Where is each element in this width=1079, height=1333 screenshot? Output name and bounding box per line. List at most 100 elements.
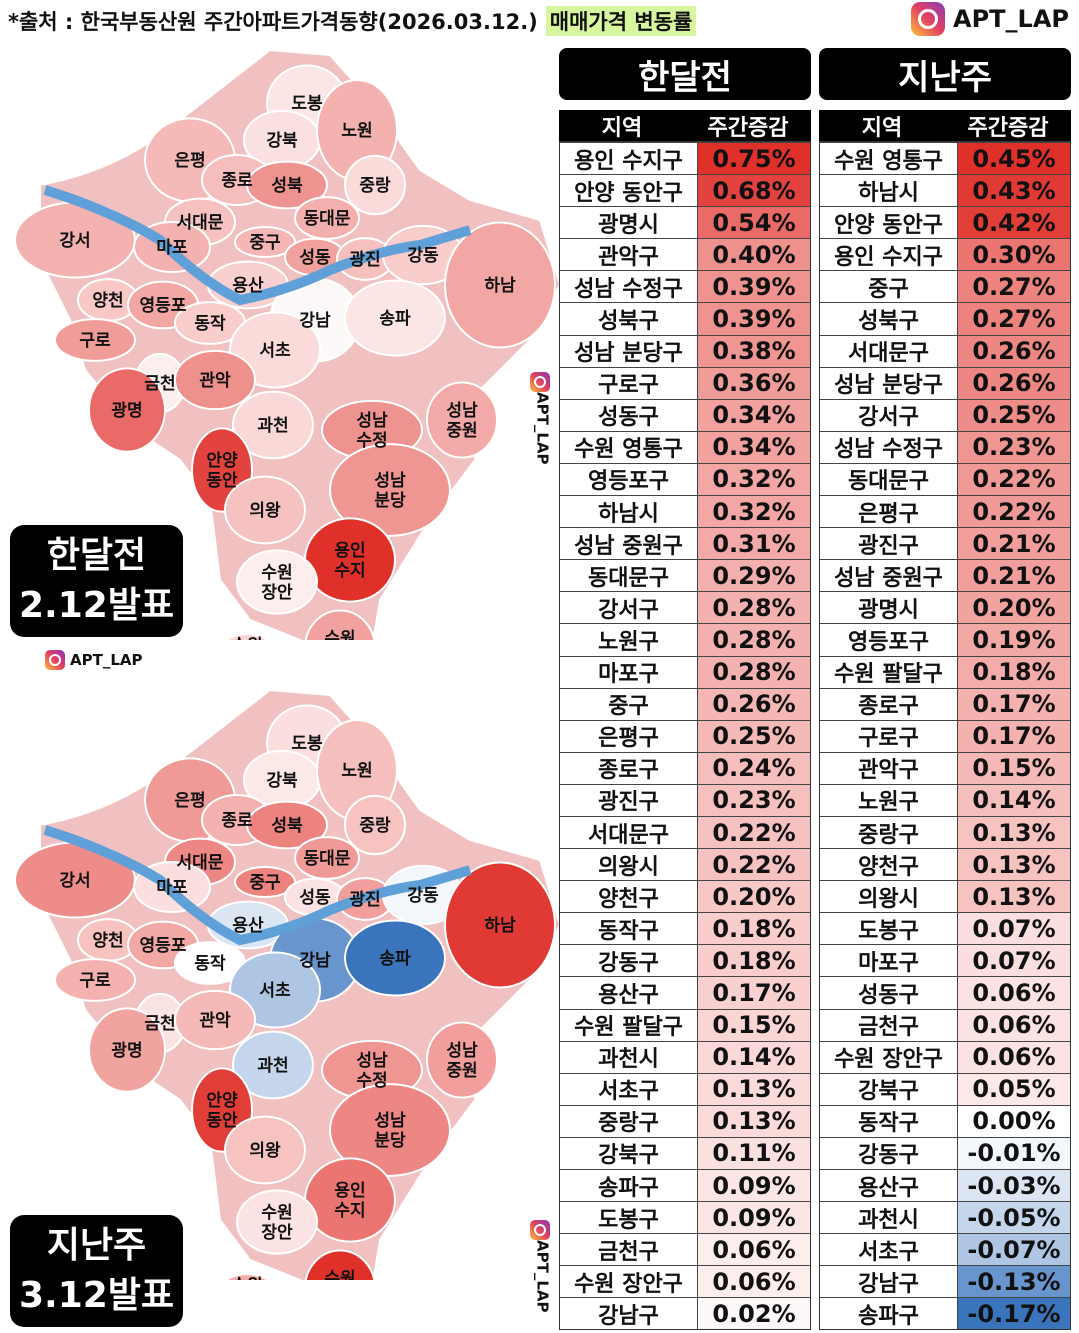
map-region-label: 강동	[407, 886, 439, 906]
table-row: 노원구 0.28%	[560, 623, 810, 656]
map-region-label: 의왕	[249, 501, 281, 521]
region-name: 과천시	[560, 1041, 698, 1073]
map-region-label: 구로	[79, 331, 111, 351]
map-region-label: 강북	[266, 131, 298, 151]
change-value: 0.05%	[958, 1073, 1070, 1105]
change-value: 0.34%	[698, 431, 810, 463]
table-row: 용인 수지구 0.30%	[820, 238, 1070, 271]
map-region	[224, 475, 306, 545]
table-row: 강동구 -0.01%	[820, 1136, 1070, 1169]
map-region-label: 수정	[356, 431, 387, 451]
change-value: 0.39%	[698, 303, 810, 335]
map-region-label: 광명	[111, 1041, 142, 1061]
change-value: 0.19%	[958, 624, 1070, 656]
column-region: 지역	[861, 115, 903, 141]
map-region	[174, 989, 256, 1051]
region-name: 은평구	[820, 496, 958, 528]
region-name: 영등포구	[560, 463, 698, 496]
map-region-label: 은평	[174, 151, 205, 171]
region-name: 노원구	[560, 624, 698, 656]
map-region	[304, 609, 376, 640]
map-region-label: 동작	[194, 314, 226, 334]
table-row: 중구 0.27%	[820, 270, 1070, 303]
instagram-icon	[45, 650, 65, 670]
region-name: 동작구	[560, 913, 698, 945]
region-name: 안양 동안구	[820, 207, 958, 239]
map-region	[224, 1273, 270, 1280]
region-name: 성남 중원구	[820, 560, 958, 592]
change-value: 0.45%	[958, 143, 1070, 175]
region-name: 강서구	[820, 399, 958, 431]
map-region	[246, 800, 328, 850]
map-region-label: 성남	[446, 1041, 478, 1061]
change-value: 0.06%	[698, 1234, 810, 1266]
region-name: 광진구	[560, 784, 698, 816]
table-row: 과천시 0.14%	[560, 1040, 810, 1073]
change-value: 0.21%	[958, 560, 1070, 592]
region-name: 광진구	[820, 528, 958, 560]
region-name: 성남 분당구	[560, 335, 698, 367]
map-region	[426, 1021, 498, 1099]
region-name: 성남 수정구	[560, 271, 698, 303]
map-region	[329, 443, 451, 537]
region-name: 동대문구	[560, 560, 698, 592]
map-region-label: 광진	[349, 890, 380, 910]
table-row: 송파구 -0.17%	[820, 1297, 1070, 1330]
change-value: 0.22%	[958, 463, 1070, 496]
table-row: 성북구 0.27%	[820, 302, 1070, 335]
change-value: 0.29%	[698, 560, 810, 592]
change-value: 0.06%	[698, 1266, 810, 1298]
change-value: -0.07%	[958, 1234, 1070, 1266]
map-region-label: 용인	[334, 1181, 365, 1201]
map-region-label: 용인	[334, 541, 365, 561]
change-value: 0.28%	[698, 656, 810, 688]
table-row: 성동구 0.06%	[820, 976, 1070, 1009]
region-name: 구로구	[560, 367, 698, 399]
change-value: 0.00%	[958, 1105, 1070, 1137]
table-row: 광명시 0.54%	[560, 206, 810, 239]
table-row: 용인 수지구 0.75%	[560, 142, 810, 175]
region-name: 종로구	[820, 688, 958, 720]
table-row: 용산구 -0.03%	[820, 1169, 1070, 1202]
region-name: 강동구	[820, 1137, 958, 1169]
table-title: 지난주	[819, 48, 1071, 100]
watermark-text: APT_LAP	[533, 1240, 552, 1313]
region-name: 송파구	[820, 1298, 958, 1330]
table-row: 수원 팔달구 0.18%	[820, 655, 1070, 688]
change-value: 0.26%	[958, 335, 1070, 367]
change-value: -0.17%	[958, 1298, 1070, 1330]
table-row: 강남구 0.02%	[560, 1297, 810, 1330]
map-region-label: 강남	[299, 951, 331, 971]
change-value: 0.18%	[698, 913, 810, 945]
map-region-label: 중랑	[359, 816, 391, 836]
region-name: 마포구	[560, 656, 698, 688]
change-value: 0.13%	[958, 816, 1070, 849]
map-region-label: 양천	[92, 931, 123, 951]
change-value: 0.20%	[698, 881, 810, 913]
table-row: 동작구 0.00%	[820, 1104, 1070, 1137]
region-name: 강북구	[560, 1137, 698, 1169]
map-region	[224, 1115, 306, 1185]
change-value: 0.24%	[698, 752, 810, 784]
table-row: 구로구 0.36%	[560, 366, 810, 399]
table-row: 수원 장안구 0.06%	[820, 1040, 1070, 1073]
table-row: 수원 영통구 0.45%	[820, 142, 1070, 175]
region-name: 의왕시	[560, 849, 698, 881]
map-region-label: 성남	[446, 401, 478, 421]
table-row: 구로구 0.17%	[820, 719, 1070, 752]
map-region	[174, 349, 256, 411]
table-row: 강서구 0.28%	[560, 591, 810, 624]
change-value: 0.75%	[698, 143, 810, 175]
table-row: 영등포구 0.19%	[820, 623, 1070, 656]
watermark-text: APT_LAP	[70, 651, 143, 669]
map-region-label: 동작	[194, 954, 226, 974]
change-value: 0.06%	[958, 1009, 1070, 1041]
table-row: 동작구 0.18%	[560, 912, 810, 945]
map-region-label: 수원	[231, 1276, 262, 1280]
change-value: 0.11%	[698, 1137, 810, 1169]
change-value: 0.17%	[698, 977, 810, 1009]
region-name: 강북구	[820, 1073, 958, 1105]
table-row: 의왕시 0.22%	[560, 848, 810, 881]
region-name: 동작구	[820, 1105, 958, 1137]
map-region-label: 분당	[374, 1131, 406, 1151]
